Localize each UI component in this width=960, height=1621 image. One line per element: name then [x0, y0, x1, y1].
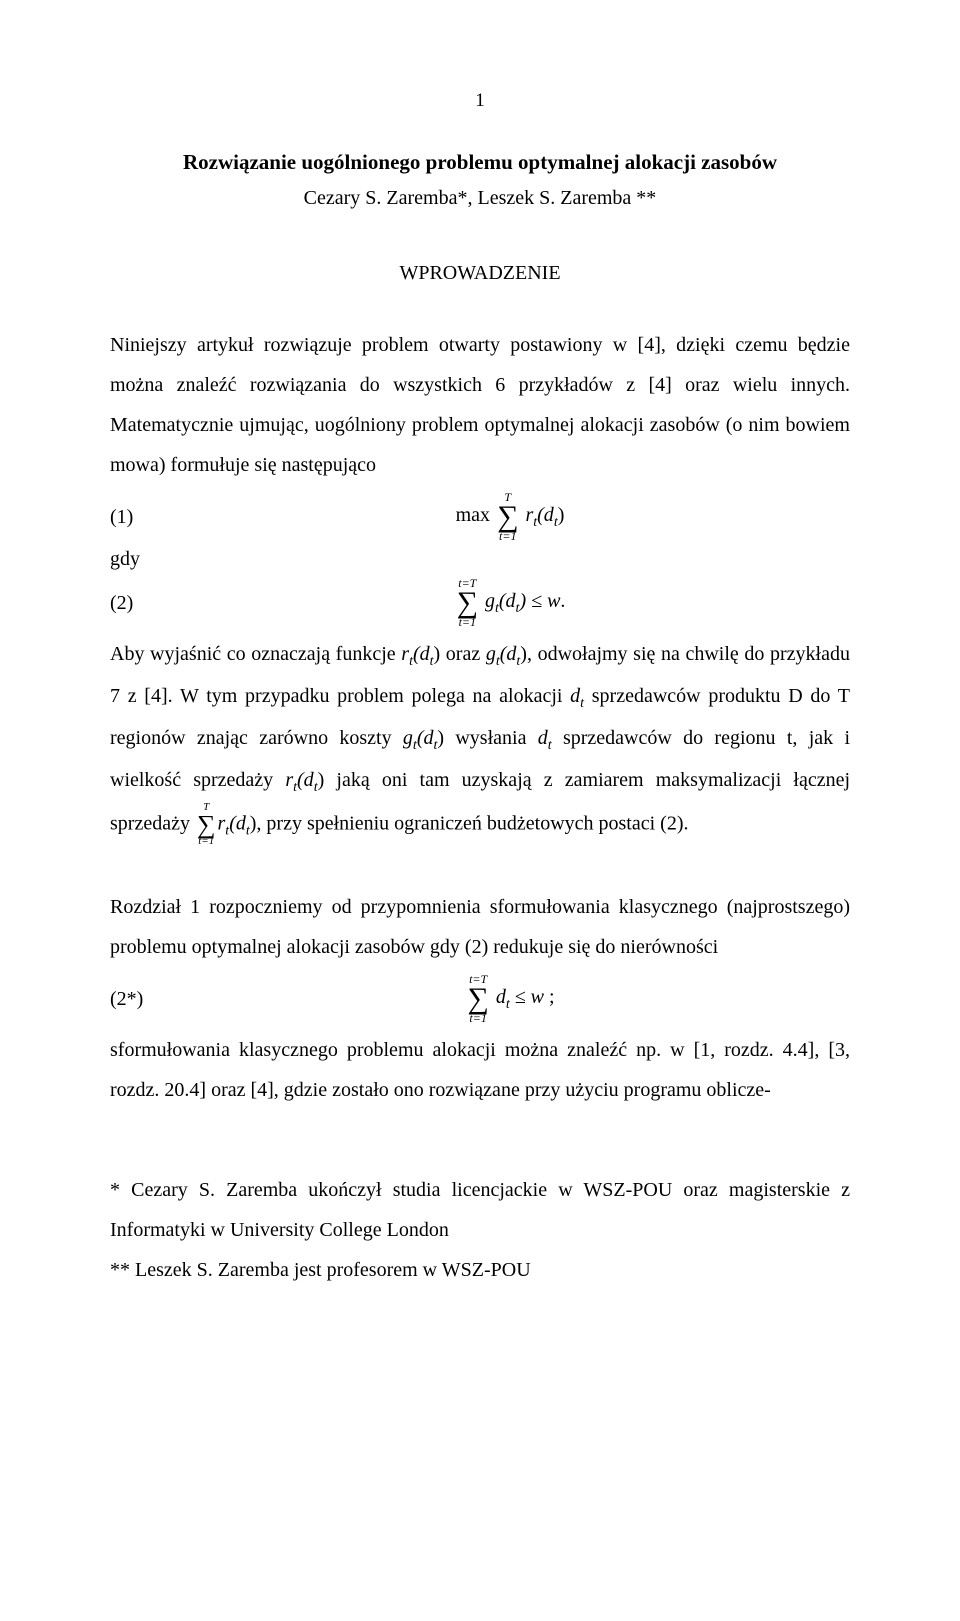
title: Rozwiązanie uogólnionego problemu optyma… — [110, 150, 850, 175]
eq2-open: (d — [499, 590, 516, 612]
eq1-max: max — [456, 504, 490, 526]
eq2star-rest: ≤ w — [510, 986, 544, 1008]
sigma-symbol: ∑ — [467, 985, 488, 1012]
authors: Cezary S. Zaremba*, Leszek S. Zaremba ** — [110, 187, 850, 210]
paragraph-2: Aby wyjaśnić co oznaczają funkcje rt(dt)… — [110, 634, 850, 847]
para2-a: Aby wyjaśnić co oznaczają funkcje — [110, 643, 401, 665]
inline-sum-lower: t=1 — [197, 836, 216, 847]
footnotes: * Cezary S. Zaremba ukończył studia lice… — [110, 1170, 850, 1290]
gdy-label: gdy — [110, 548, 850, 571]
equation-2: (2) t=T ∑ t=1 gt(dt) ≤ w. — [110, 577, 850, 628]
eq2-g: g — [485, 590, 495, 612]
eq2star-d: d — [496, 986, 506, 1008]
eq1-sum: T ∑ t=1 — [497, 491, 518, 542]
page-number: 1 — [110, 90, 850, 112]
eq2star-semi: ; — [544, 986, 555, 1008]
eq2star-sum: t=T ∑ t=1 — [467, 973, 488, 1024]
section-heading: WPROWADZENIE — [110, 262, 850, 285]
eq2-sum: t=T ∑ t=1 — [457, 577, 478, 628]
eq2star-math: t=T ∑ t=1 dt ≤ w ; — [465, 973, 554, 1024]
inline-sum: T∑t=1 — [197, 802, 216, 847]
eq2-period: . — [560, 590, 565, 612]
eq2-close: ) ≤ w — [519, 590, 560, 612]
equation-1: (1) max T ∑ t=1 rt(dt) — [110, 491, 850, 542]
equation-2star: (2*) t=T ∑ t=1 dt ≤ w ; — [110, 973, 850, 1024]
paragraph-3: Rozdział 1 rozpoczniemy od przypomnienia… — [110, 887, 850, 967]
sigma-symbol: ∑ — [497, 503, 518, 530]
eq1-close: ) — [558, 504, 565, 526]
eq1-open: (d — [537, 504, 554, 526]
para2-h: , przy spełnieniu ograniczeń budżetowych… — [256, 812, 688, 834]
page-container: 1 Rozwiązanie uogólnionego problemu opty… — [0, 0, 960, 1370]
eq2-math: t=T ∑ t=1 gt(dt) ≤ w. — [455, 577, 566, 628]
eq2star-number: (2*) — [110, 983, 170, 1015]
footnote-2: ** Leszek S. Zaremba jest profesorem w W… — [110, 1250, 850, 1290]
para2-e: wysłania — [444, 727, 538, 749]
sigma-symbol: ∑ — [457, 589, 478, 616]
para2-b: oraz — [440, 643, 486, 665]
paragraph-1: Niniejszy artykuł rozwiązuje problem otw… — [110, 325, 850, 485]
eq1-sum-lower: t=1 — [497, 530, 518, 542]
eq2star-sum-lower: t=1 — [467, 1012, 488, 1024]
eq1-number: (1) — [110, 501, 170, 533]
paragraph-4: sformułowania klasycznego problemu aloka… — [110, 1030, 850, 1110]
sigma-symbol: ∑ — [197, 813, 216, 836]
eq1-math: max T ∑ t=1 rt(dt) — [456, 491, 565, 542]
footnote-1: * Cezary S. Zaremba ukończył studia lice… — [110, 1170, 850, 1250]
eq2-sum-lower: t=1 — [457, 616, 478, 628]
eq2-number: (2) — [110, 587, 170, 619]
